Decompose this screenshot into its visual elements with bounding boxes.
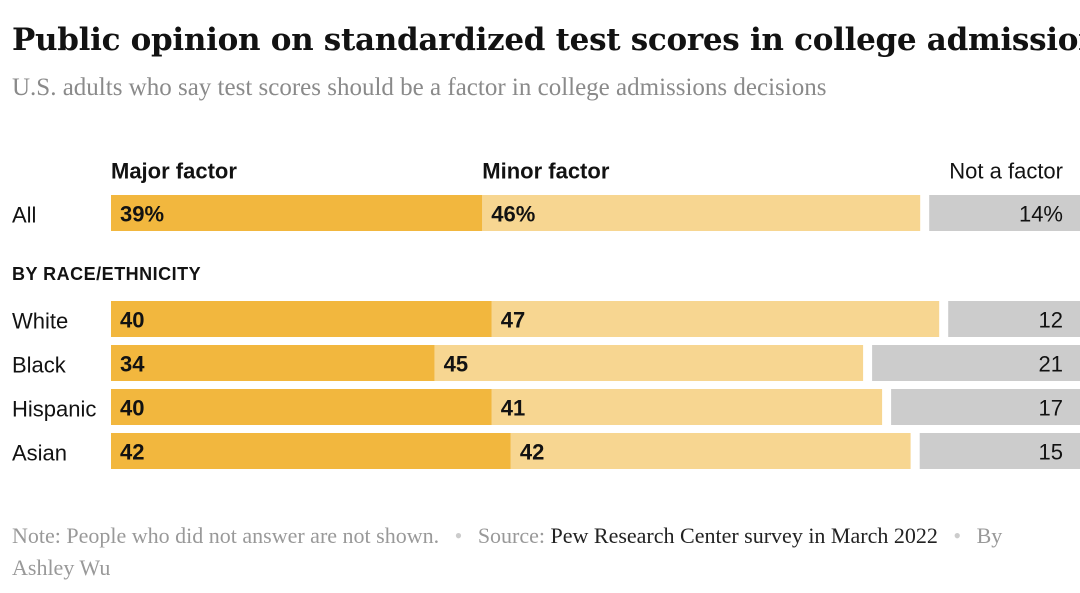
bar-minor-hispanic: [491, 389, 883, 425]
bar-not-hispanic: [891, 389, 1080, 425]
bar-minor-black: [434, 345, 864, 381]
bar-not-all: [929, 195, 1080, 231]
row-label-all: All: [12, 203, 36, 228]
bar-major-asian: [111, 433, 511, 469]
stacked-bar-chart: Major factor Minor factor Not a factor BY R…: [12, 159, 1080, 469]
bar-major-white: [111, 301, 492, 337]
value-major-asian: 42: [120, 440, 144, 465]
bar-not-asian: [919, 433, 1080, 469]
bar-not-white: [948, 301, 1080, 337]
row-label-hispanic: Hispanic: [12, 397, 96, 422]
separator-dot-icon: •: [953, 523, 962, 548]
value-minor-all: 46%: [491, 202, 535, 227]
chart-footer: Note: People who did not answer are not …: [12, 520, 1062, 584]
value-major-all: 39%: [120, 202, 164, 227]
row-label-white: White: [12, 309, 68, 334]
legend-major-factor: Major factor: [111, 159, 237, 184]
source-text: Pew Research Center survey in March 2022: [550, 523, 938, 548]
bar-major-black: [111, 345, 435, 381]
value-major-black: 34: [120, 352, 145, 377]
legend-minor-factor: Minor factor: [482, 159, 610, 184]
row-label-black: Black: [12, 353, 67, 378]
value-major-hispanic: 40: [120, 396, 144, 421]
value-minor-white: 47: [501, 308, 525, 333]
bar-minor-white: [491, 301, 940, 337]
bar-minor-all: [482, 195, 921, 231]
note-label: Note:: [12, 523, 61, 548]
value-minor-asian: 42: [520, 440, 544, 465]
value-not-white: 12: [1039, 308, 1063, 333]
separator-dot-icon: •: [454, 523, 463, 548]
value-not-all: 14%: [1019, 202, 1063, 227]
group-heading-race-ethnicity: BY RACE/ETHNICITY: [12, 264, 201, 284]
chart-subtitle: U.S. adults who say test scores should b…: [12, 74, 827, 101]
legend-not-a-factor: Not a factor: [949, 159, 1063, 184]
source-label: Source:: [477, 523, 546, 548]
bar-major-all: [111, 195, 483, 231]
bar-not-black: [872, 345, 1080, 381]
note-text: People who did not answer are not shown.: [66, 523, 440, 548]
value-not-hispanic: 17: [1039, 396, 1063, 421]
value-minor-black: 45: [444, 352, 468, 377]
chart-title: Public opinion on standardized test scor…: [12, 22, 1080, 58]
value-not-black: 21: [1039, 352, 1063, 377]
value-not-asian: 15: [1039, 440, 1063, 465]
value-major-white: 40: [120, 308, 144, 333]
bar-major-hispanic: [111, 389, 492, 425]
row-label-asian: Asian: [12, 441, 67, 466]
byline: By Ashley Wu: [12, 523, 1003, 580]
bar-minor-asian: [510, 433, 911, 469]
value-minor-hispanic: 41: [501, 396, 525, 421]
